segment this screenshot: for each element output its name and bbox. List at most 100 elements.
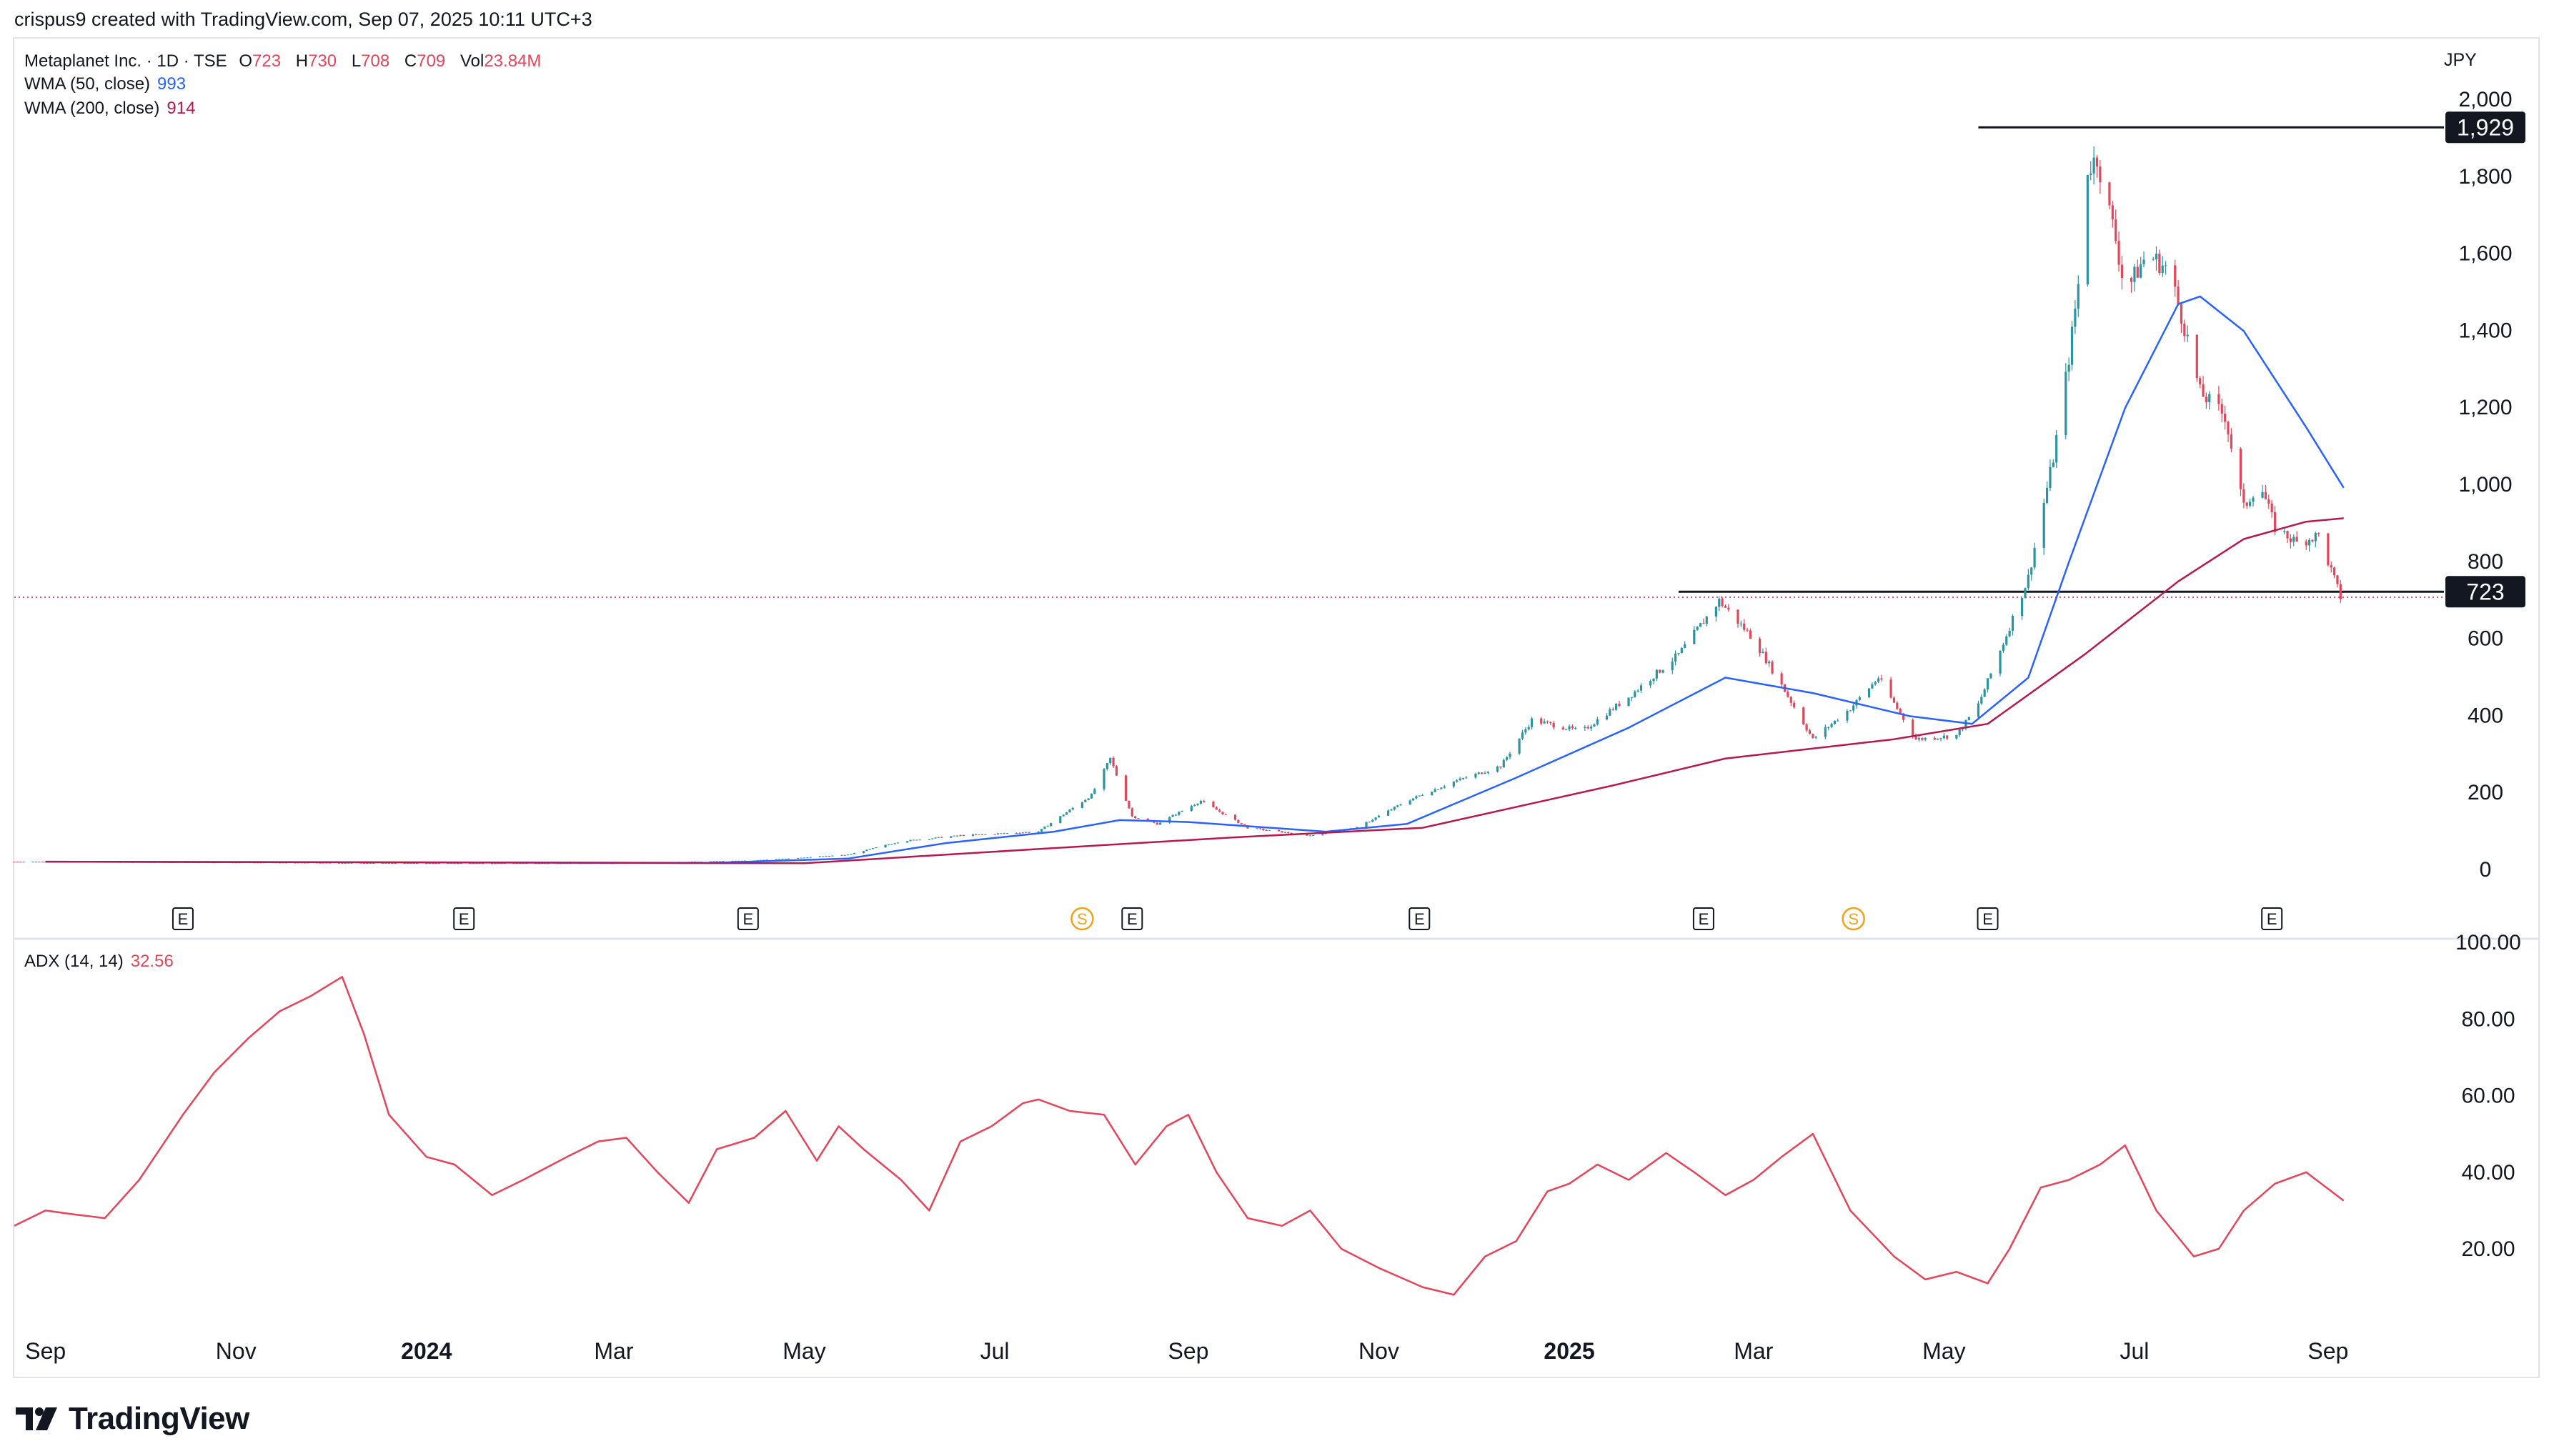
candle-body	[2230, 434, 2232, 449]
candle-body	[1967, 717, 1970, 720]
candle-body	[2021, 598, 2024, 617]
candle-body	[2024, 588, 2027, 599]
candle-body	[1718, 598, 1721, 607]
candle-body	[1808, 730, 1812, 734]
candle-body	[341, 862, 344, 864]
candle-body	[1265, 829, 1268, 831]
candle-body	[556, 863, 559, 864]
candle-body	[1178, 812, 1181, 815]
candle-body	[475, 863, 478, 864]
candle-body	[1793, 702, 1796, 708]
candle-body	[2273, 512, 2277, 532]
candle-body	[825, 856, 828, 857]
candle-body	[1496, 767, 1499, 772]
candle-body	[1246, 825, 1249, 829]
candle-body	[428, 863, 431, 864]
candle-body	[2155, 254, 2158, 260]
earnings-marker-icon	[1121, 907, 1143, 930]
candle-body	[1025, 832, 1028, 833]
candle-body	[2224, 413, 2227, 422]
candle-body	[1858, 697, 1861, 700]
adx-axis-tick: 20.00	[2461, 1237, 2515, 1261]
candle-body	[2133, 266, 2136, 282]
adx-axis-tick: 80.00	[2461, 1007, 2515, 1031]
candle-body	[1917, 738, 1921, 740]
candle-body	[2027, 574, 2029, 589]
candle-body	[1046, 826, 1049, 827]
candle-body	[875, 847, 878, 849]
candle-body	[2208, 394, 2211, 403]
price-axis-tick: 800	[2468, 550, 2503, 574]
candle-body	[1190, 806, 1193, 811]
candle-body	[2108, 182, 2111, 206]
tradingview-logo-icon	[16, 1407, 57, 1430]
earnings-marker-label: E	[178, 910, 189, 928]
adx-value: 32.56	[130, 952, 174, 971]
candle-body	[1574, 728, 1577, 729]
candle-body	[762, 859, 765, 861]
candle-body	[2180, 304, 2183, 324]
candle-body	[1609, 709, 1611, 716]
candle-body	[887, 844, 890, 846]
candle-body	[2042, 503, 2045, 548]
earnings-marker-label: E	[1127, 910, 1138, 928]
candle-body	[1452, 781, 1455, 787]
candle-body	[1418, 795, 1421, 797]
candle-body	[950, 836, 953, 838]
candle-body	[2186, 334, 2189, 336]
candle-body	[1899, 709, 1902, 714]
candle-body	[1124, 775, 1128, 801]
candle-body	[1552, 723, 1555, 728]
candle-body	[347, 862, 350, 864]
candle-body	[1699, 623, 1702, 627]
wma200-label: WMA (200, close)	[24, 99, 160, 118]
candle-body	[2158, 254, 2161, 273]
candle-body	[1090, 794, 1093, 799]
candle-body	[906, 841, 909, 843]
candle-body	[1852, 705, 1855, 711]
candle-body	[450, 863, 453, 864]
candle-body	[416, 863, 419, 864]
candle-body	[1771, 662, 1774, 674]
candle-body	[953, 835, 955, 837]
candle-body	[937, 837, 940, 838]
candle-body	[1684, 644, 1686, 648]
candle-body	[456, 863, 459, 864]
candle-body	[1080, 802, 1083, 808]
candle-body	[978, 834, 980, 835]
candle-body	[1614, 704, 1618, 710]
candle-body	[1377, 815, 1381, 818]
candle-body	[1371, 819, 1374, 822]
time-axis-tick: Nov	[1358, 1338, 1399, 1364]
candle-body	[1921, 738, 1924, 740]
candle-body	[959, 835, 962, 837]
candle-body	[1321, 834, 1324, 836]
price-axis-tick: 1,800	[2458, 165, 2512, 189]
candle-body	[372, 863, 375, 864]
candle-body	[1399, 804, 1402, 806]
price-axis-tick: 1,200	[2458, 396, 2512, 419]
candle-body	[1611, 709, 1614, 710]
candle-body	[1696, 627, 1699, 630]
candle-body	[2267, 499, 2270, 504]
time-axis-tick: Jul	[980, 1338, 1010, 1364]
candle-body	[1087, 798, 1090, 800]
candle-body	[1065, 812, 1068, 815]
candle-body	[1768, 662, 1771, 664]
candle-body	[2005, 636, 2008, 645]
candle-body	[519, 863, 522, 864]
candle-body	[1568, 726, 1571, 729]
candle-body	[1396, 805, 1399, 807]
candle-body	[862, 851, 865, 854]
candle-body	[1459, 778, 1461, 781]
candle-body	[893, 843, 896, 844]
candle-body	[809, 857, 812, 858]
candle-body	[1584, 727, 1586, 729]
candle-body	[1093, 789, 1096, 794]
candle-body	[1365, 822, 1368, 827]
candle-body	[1237, 819, 1240, 824]
candle-body	[765, 859, 768, 861]
candle-body	[1721, 598, 1724, 607]
candle-body	[1159, 822, 1162, 825]
candle-body	[1549, 722, 1552, 724]
